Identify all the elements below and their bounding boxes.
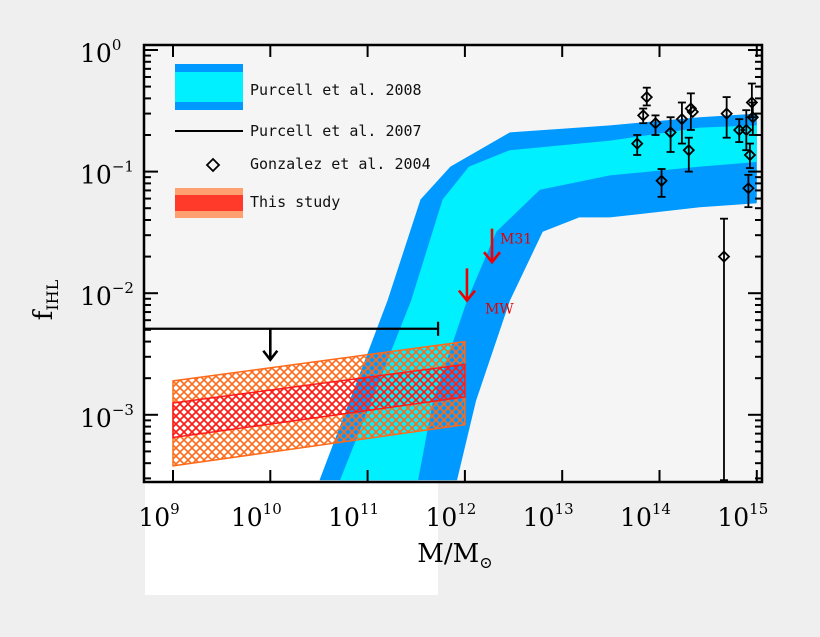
gonzalez-data-point bbox=[664, 116, 677, 153]
y-tick-label: 100 bbox=[80, 36, 121, 68]
legend-swatch-gonzalez-2004 bbox=[205, 157, 221, 173]
diamond-marker bbox=[742, 181, 755, 195]
gonzalez-data-point bbox=[686, 105, 700, 119]
diamond-marker bbox=[740, 123, 753, 137]
x-tick-label: 1013 bbox=[523, 500, 574, 532]
diamond-marker bbox=[717, 250, 731, 263]
gonzalez-data-point bbox=[745, 82, 759, 119]
gonzalez-data-point bbox=[743, 142, 757, 169]
annotation-arrow-mw bbox=[457, 268, 476, 303]
legend-label-this-study: This study bbox=[250, 193, 340, 211]
plot-frame bbox=[142, 43, 764, 484]
diamond-marker bbox=[720, 107, 733, 120]
y-axis-label: fIHL bbox=[29, 279, 62, 320]
diamond-marker bbox=[746, 110, 760, 124]
gonzalez-data-point bbox=[717, 217, 731, 482]
legend-label-gonzalez-2004: Gonzalez et al. 2004 bbox=[250, 155, 431, 173]
legend: Purcell et al. 2008 Purcell et al. 2007 … bbox=[175, 64, 431, 218]
diamond-marker bbox=[682, 143, 696, 157]
gonzalez-data-point bbox=[675, 101, 689, 145]
this-study-inner-band bbox=[172, 363, 466, 439]
diamond-marker bbox=[684, 102, 698, 115]
gonzalez-data-point bbox=[649, 114, 662, 136]
diamond-marker bbox=[745, 96, 759, 109]
gonzalez-data-point bbox=[684, 92, 698, 131]
gonzalez-data-point bbox=[636, 107, 650, 125]
annotation-arrow-m31 bbox=[483, 228, 502, 265]
diamond-marker bbox=[664, 126, 677, 139]
diamond-marker bbox=[649, 116, 662, 130]
x-axis-label: M/M⊙ bbox=[417, 539, 492, 572]
x-tick-label: 1014 bbox=[620, 500, 671, 532]
diamond-marker bbox=[640, 90, 654, 104]
diamond-marker bbox=[675, 112, 689, 126]
x-tick-label: 1010 bbox=[231, 500, 282, 532]
gonzalez-data-point bbox=[640, 86, 654, 107]
x-tick-label: 109 bbox=[138, 500, 179, 532]
y-tick-label: 10−1 bbox=[80, 158, 134, 190]
x-tick-label: 1012 bbox=[425, 500, 476, 532]
diamond-marker bbox=[630, 137, 644, 150]
gonzalez-data-point bbox=[682, 136, 696, 173]
legend-swatch-purcell-2008-inner bbox=[175, 72, 243, 102]
purcell-2007-upper-limit-arrow bbox=[262, 328, 279, 362]
diamond-marker bbox=[686, 105, 700, 119]
x-tick-label: 1011 bbox=[328, 500, 379, 532]
legend-label-purcell-2008: Purcell et al. 2008 bbox=[250, 81, 422, 99]
gonzalez-data-point bbox=[720, 96, 733, 139]
gonzalez-data-point bbox=[746, 101, 760, 136]
y-tick-label: 10−2 bbox=[80, 279, 134, 311]
legend-label-purcell-2007: Purcell et al. 2007 bbox=[250, 122, 422, 140]
annotation-label-mw: MW bbox=[485, 302, 514, 318]
annotation-label-m31: M31 bbox=[500, 232, 532, 248]
y-tick-label: 10−3 bbox=[80, 401, 134, 433]
purcell-2008-inner-band bbox=[340, 125, 757, 481]
diamond-marker bbox=[655, 174, 668, 188]
legend-swatch-this-study-inner bbox=[175, 195, 243, 211]
diamond-marker bbox=[636, 109, 650, 122]
gonzalez-data-point bbox=[655, 168, 668, 198]
diamond-marker bbox=[743, 148, 757, 162]
x-tick-label: 1015 bbox=[717, 500, 768, 532]
gonzalez-data-point bbox=[630, 134, 644, 156]
gonzalez-data-point bbox=[742, 173, 755, 209]
